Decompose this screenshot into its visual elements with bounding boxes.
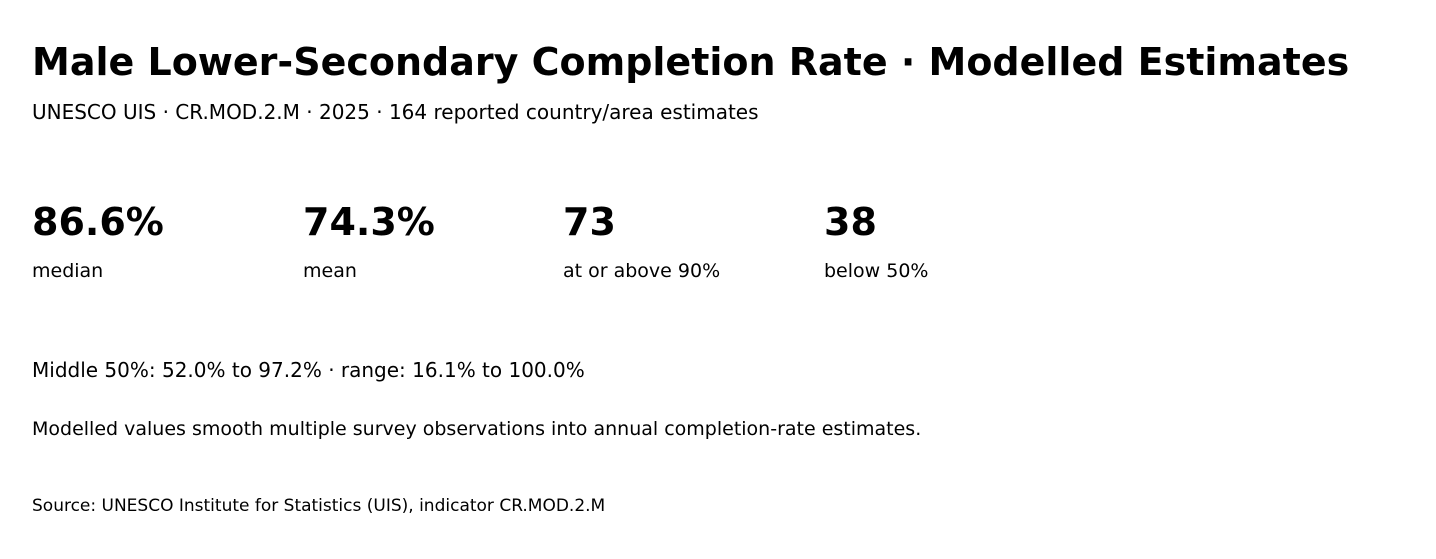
stat-below-50: 38 below 50% bbox=[824, 198, 928, 284]
methodology-note: Modelled values smooth multiple survey o… bbox=[32, 418, 922, 440]
page-title: Male Lower-Secondary Completion Rate · M… bbox=[32, 40, 1350, 84]
stat-label: below 50% bbox=[824, 260, 929, 282]
stat-at-or-above-90: 73 at or above 90% bbox=[563, 198, 720, 284]
stat-mean: 74.3% mean bbox=[303, 198, 435, 284]
stat-label: mean bbox=[303, 260, 357, 282]
source-citation: Source: UNESCO Institute for Statistics … bbox=[32, 496, 606, 516]
stat-label: at or above 90% bbox=[563, 260, 721, 282]
stat-label: median bbox=[32, 260, 104, 282]
stat-median: 86.6% median bbox=[32, 198, 164, 284]
stat-value: 86.6% bbox=[32, 200, 164, 244]
stat-value: 38 bbox=[824, 200, 877, 244]
spread-summary: Middle 50%: 52.0% to 97.2% · range: 16.1… bbox=[32, 358, 585, 382]
stat-value: 73 bbox=[563, 200, 616, 244]
stat-value: 74.3% bbox=[303, 200, 435, 244]
page-subtitle: UNESCO UIS · CR.MOD.2.M · 2025 · 164 rep… bbox=[32, 100, 759, 124]
